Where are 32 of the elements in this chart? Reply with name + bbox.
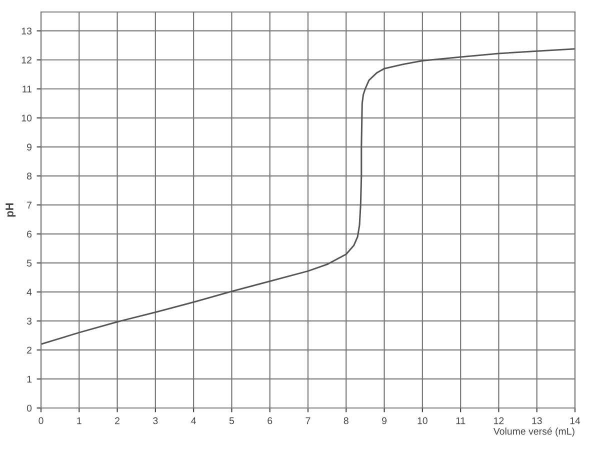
y-tick-label: 4 [26, 288, 32, 296]
x-tick-label: 5 [229, 417, 234, 424]
x-tick-label: 3 [153, 417, 158, 424]
x-tick-label: 13 [532, 417, 542, 424]
y-tick-label: 8 [26, 172, 32, 180]
x-tick-label: 12 [494, 417, 504, 424]
y-tick-label: 2 [27, 346, 32, 354]
y-tick-label: 13 [22, 28, 32, 34]
x-tick-label: 9 [382, 417, 387, 424]
x-tick-label: 1 [77, 417, 82, 424]
y-axis-title: pH [6, 203, 16, 217]
y-tick-label: 5 [26, 260, 32, 267]
y-tick-label: 3 [26, 318, 32, 325]
y-tick-label: 12 [22, 56, 32, 64]
y-tick-label: 0 [26, 404, 32, 412]
x-tick-label: 11 [456, 417, 466, 424]
y-tick-label: 10 [22, 114, 32, 122]
x-tick-label: 7 [306, 417, 310, 424]
x-tick-label: 4 [191, 417, 196, 424]
line-series [41, 48, 575, 345]
y-tick-label: 6 [27, 230, 32, 238]
y-tick-label: 9 [27, 144, 32, 151]
y-tick-label: 7 [27, 202, 32, 208]
y-tick-label: 1 [27, 376, 32, 383]
y-tick-label: 11 [22, 86, 32, 92]
x-tick-label: 0 [38, 417, 44, 424]
x-tick-label: 8 [344, 417, 348, 424]
x-axis-title: Volume versé (mL) [493, 427, 574, 437]
x-tick-label: 14 [570, 417, 580, 424]
x-tick-label: 10 [418, 417, 428, 424]
x-tick-label: 2 [115, 417, 120, 424]
x-tick-label: 6 [268, 417, 272, 424]
